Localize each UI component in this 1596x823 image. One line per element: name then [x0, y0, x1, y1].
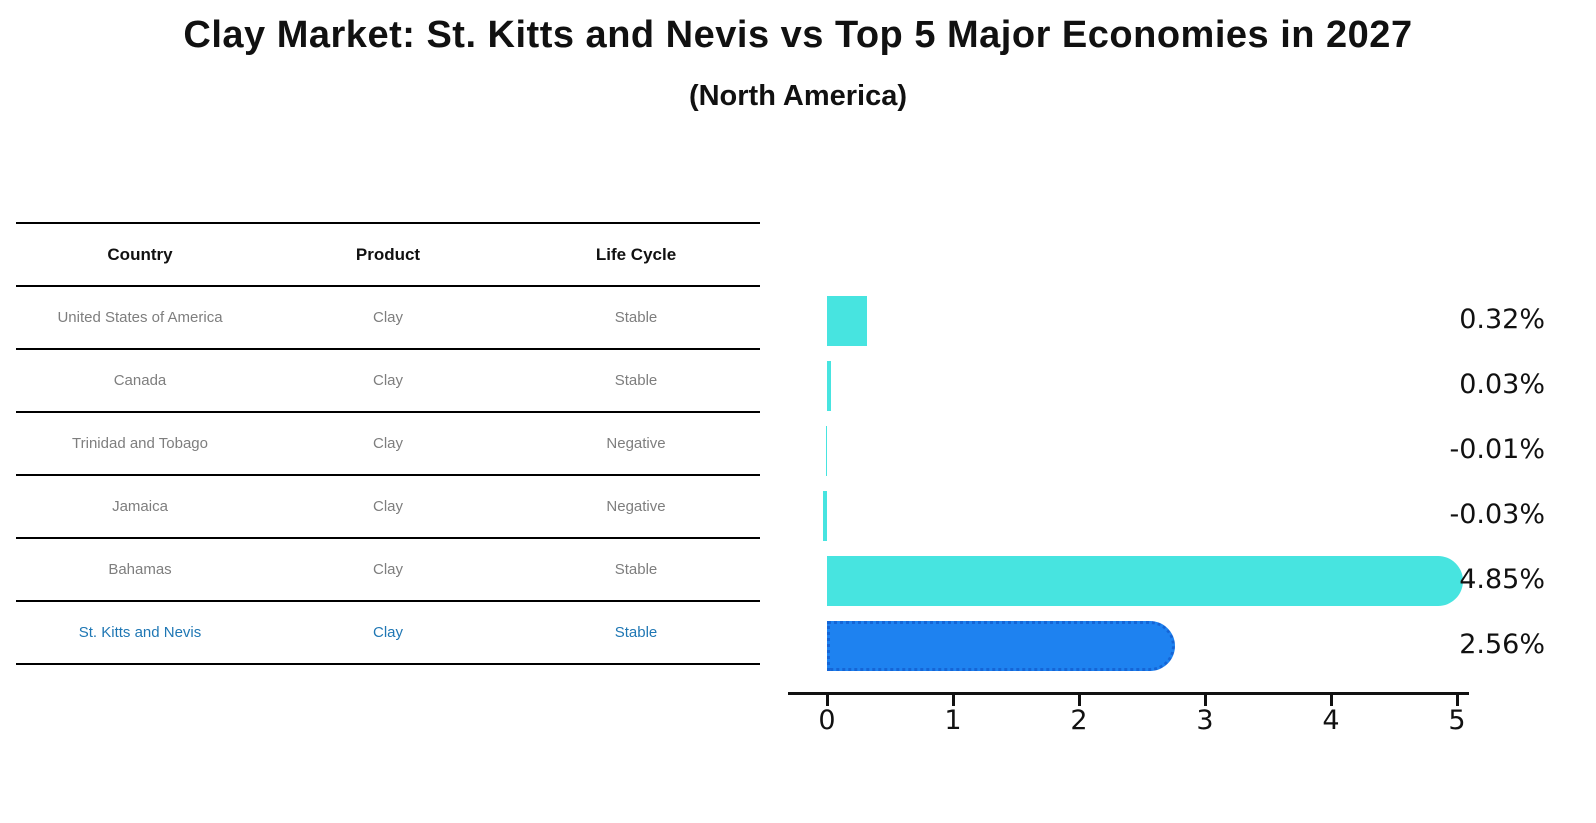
country-cell: Jamaica: [112, 498, 168, 515]
x-axis-tick-label: 5: [1448, 705, 1466, 736]
table-top-border: [16, 222, 760, 224]
life-cycle-cell: Stable: [614, 561, 658, 578]
life-cycle-cell: Stable: [614, 372, 658, 389]
x-axis-tick-mark: [1077, 694, 1081, 706]
table-body: United States of America Clay Stable Canada…: [16, 287, 760, 665]
bar-jamaica: [823, 490, 827, 541]
page-subtitle: (North America): [688, 80, 908, 112]
country-cell: St. Kitts and Nevis: [78, 624, 202, 641]
table-row-jamaica: Jamaica Clay Negative: [16, 476, 760, 539]
column-header-life-cycle: Life Cycle: [595, 244, 677, 264]
product-cell: Clay: [372, 435, 403, 452]
bar-trinidad-and-tobago: [825, 425, 827, 476]
table-header-row: Country Product Life Cycle: [16, 224, 760, 287]
column-header-product: Product: [355, 244, 421, 264]
x-axis-tick-mark: [951, 694, 955, 706]
x-axis-tick-label: 1: [944, 705, 962, 736]
product-cell: Clay: [372, 624, 403, 641]
x-axis-tick-mark: [825, 694, 829, 706]
bar-canada: [827, 360, 831, 411]
column-header-country: Country: [107, 244, 173, 264]
life-cycle-cell: Stable: [614, 624, 658, 641]
table-row-bahamas: Bahamas Clay Stable: [16, 539, 760, 602]
product-cell: Clay: [372, 498, 403, 515]
x-axis-tick-label: 0: [818, 705, 836, 736]
value-label: -0.03%: [1449, 498, 1545, 530]
table-row-canada: Canada Clay Stable: [16, 350, 760, 413]
value-label: 0.32%: [1459, 303, 1545, 335]
x-axis-tick-mark: [1203, 694, 1207, 706]
country-cell: Canada: [113, 372, 167, 389]
table-row-st-kitts-and-nevis: St. Kitts and Nevis Clay Stable: [16, 602, 760, 665]
economies-table: Country Product Life Cycle United States…: [16, 222, 760, 665]
product-cell: Clay: [372, 561, 403, 578]
life-cycle-cell: Negative: [606, 498, 666, 515]
life-cycle-cell: Stable: [614, 309, 658, 326]
value-label: 0.03%: [1459, 368, 1545, 400]
country-cell: United States of America: [57, 309, 223, 326]
x-axis-tick-mark: [1455, 694, 1459, 706]
x-axis-tick-label: 2: [1070, 705, 1088, 736]
country-cell: Bahamas: [108, 561, 172, 578]
x-axis-tick-mark: [1329, 694, 1333, 706]
bar-united-states-of-america: [827, 295, 868, 346]
table-row-trinidad-and-tobago: Trinidad and Tobago Clay Negative: [16, 413, 760, 476]
product-cell: Clay: [372, 309, 403, 326]
value-label: -0.01%: [1449, 433, 1545, 465]
value-label: 2.56%: [1459, 628, 1545, 660]
bar-bahamas: [827, 555, 1464, 606]
value-label: 4.85%: [1459, 563, 1545, 595]
x-axis-tick-label: 3: [1196, 705, 1214, 736]
page-title: Clay Market: St. Kitts and Nevis vs Top …: [183, 14, 1413, 56]
x-axis-line: [788, 692, 1469, 695]
table-row-united-states-of-america: United States of America Clay Stable: [16, 287, 760, 350]
product-cell: Clay: [372, 372, 403, 389]
country-cell: Trinidad and Tobago: [72, 435, 208, 452]
bar-st-kitts-and-nevis: [827, 620, 1175, 671]
x-axis-tick-label: 4: [1322, 705, 1340, 736]
life-cycle-cell: Negative: [606, 435, 666, 452]
